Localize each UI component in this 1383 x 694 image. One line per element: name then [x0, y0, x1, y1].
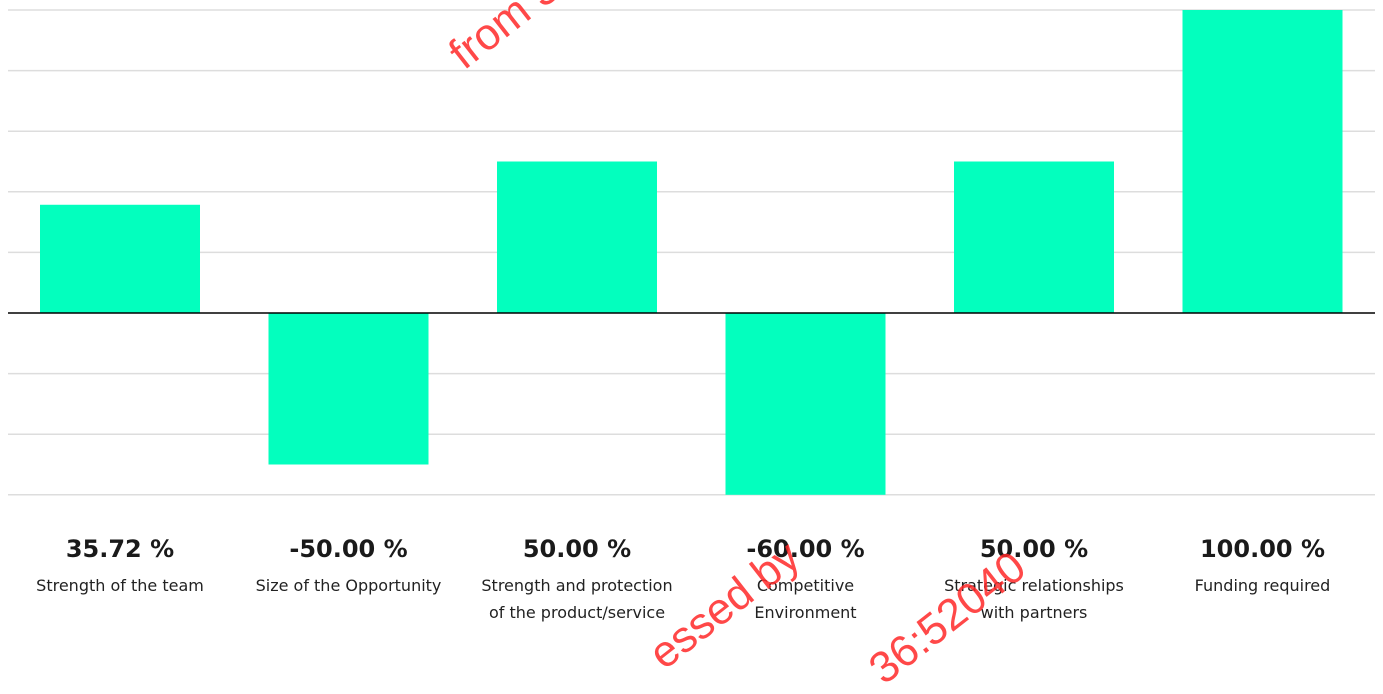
bar — [40, 204, 200, 313]
label-column: 50.00 % Strength and protection of the p… — [462, 530, 692, 626]
category-label: Funding required — [1194, 576, 1331, 595]
category-label: Strategic relationships with partners — [944, 576, 1124, 622]
category-label: Strength and protection of the product/s… — [481, 576, 673, 622]
bar — [725, 313, 886, 495]
bar — [1182, 10, 1343, 313]
value-label: -50.00 % — [289, 535, 408, 563]
label-column: -50.00 % Size of the Opportunity — [234, 530, 464, 599]
label-column: 35.72 % Strength of the team — [5, 530, 235, 599]
value-label: -60.00 % — [746, 535, 865, 563]
label-column: 100.00 % Funding required — [1148, 530, 1378, 599]
category-label: Competitive Environment — [754, 576, 857, 622]
value-label: 35.72 % — [65, 535, 175, 563]
bar — [268, 313, 429, 465]
label-column: -60.00 % Competitive Environment — [691, 530, 921, 626]
category-label: Strength of the team — [36, 576, 204, 595]
value-label: 50.00 % — [522, 535, 632, 563]
value-label: 50.00 % — [979, 535, 1089, 563]
bar — [954, 161, 1114, 313]
bar — [497, 161, 657, 313]
value-label: 100.00 % — [1199, 535, 1325, 563]
category-label: Size of the Opportunity — [255, 576, 442, 595]
label-column: 50.00 % Strategic relationships with par… — [919, 530, 1149, 626]
bar-chart — [8, 9, 1375, 496]
value-and-category-labels: 35.72 % Strength of the team -50.00 % Si… — [0, 530, 1383, 655]
